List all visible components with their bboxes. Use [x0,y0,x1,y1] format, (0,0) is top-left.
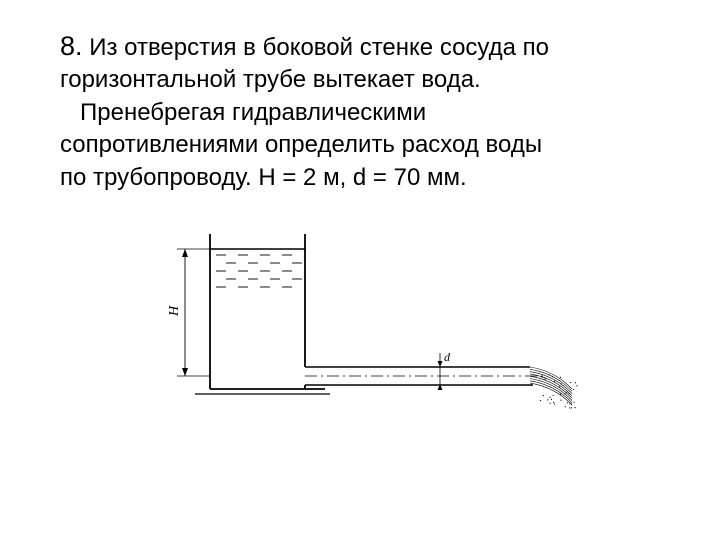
diagram-container: Hd [60,224,660,414]
problem-number: 8. [60,31,83,61]
text-line-3: Пренебрегая гидравлическими [80,99,426,126]
svg-text:H: H [167,305,182,317]
text-line-5: по трубопроводу. H = 2 м, d = 70 мм. [60,164,467,191]
hydraulics-diagram: Hd [130,224,590,414]
text-line-4: сопротивлениями определить расход воды [60,131,542,158]
problem-text: 8. Из отверстия в боковой стенке сосуда … [60,28,660,194]
text-line-1: Из отверстия в боковой стенке сосуда по [89,34,549,61]
svg-text:d: d [444,350,451,364]
text-line-2: горизонтальной трубе вытекает вода. [60,66,481,93]
